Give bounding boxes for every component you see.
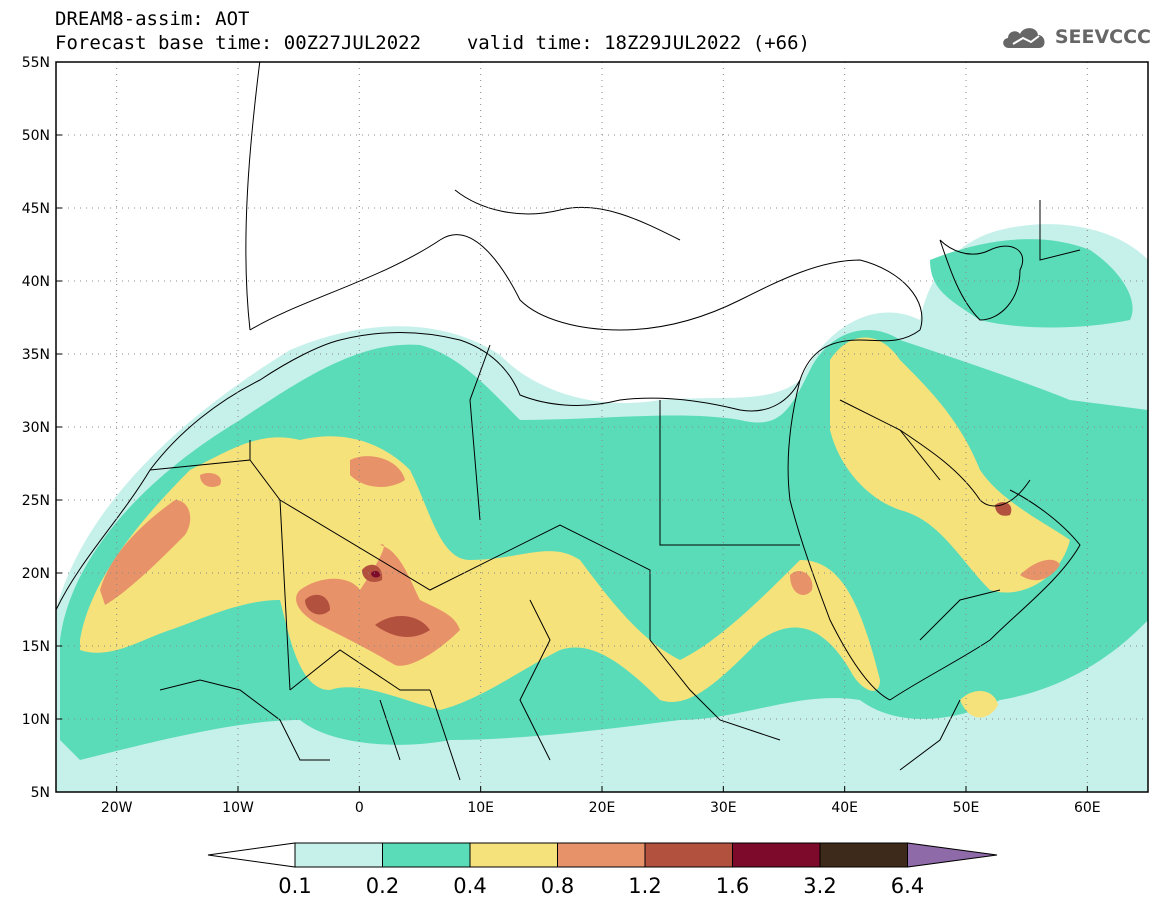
map-title: DREAM8-assim: AOT bbox=[55, 8, 250, 30]
colorbar-segment bbox=[382, 842, 471, 868]
lat-tick-label: 25N bbox=[22, 493, 50, 509]
axis-ticks: 55N 50N 45N 40N 35N 30N 25N 20N 15N 10N 5N 20W 10W 0 1… bbox=[22, 55, 1101, 816]
colorbar-segment bbox=[294, 842, 383, 868]
lon-tick-label: 60E bbox=[1074, 800, 1101, 816]
colorbar-label: 0.8 bbox=[541, 874, 574, 898]
colorbar-label: 0.4 bbox=[453, 874, 486, 898]
colorbar-label: 6.4 bbox=[891, 874, 924, 898]
colorbar: 0.1 0.2 0.4 0.8 1.2 1.6 3.2 6.4 bbox=[207, 842, 998, 898]
colorbar-label: 1.6 bbox=[716, 874, 749, 898]
lon-tick-label: 20W bbox=[101, 800, 133, 816]
lat-tick-label: 35N bbox=[22, 347, 50, 363]
lon-tick-label: 30E bbox=[710, 800, 737, 816]
lon-tick-label: 20E bbox=[589, 800, 616, 816]
colorbar-segment bbox=[644, 842, 733, 868]
colorbar-label: 0.2 bbox=[366, 874, 399, 898]
colorbar-segment bbox=[469, 842, 558, 868]
aot-field bbox=[56, 62, 1148, 792]
lon-tick-label: 0 bbox=[355, 800, 364, 816]
colorbar-segment bbox=[819, 842, 908, 868]
lat-tick-label: 45N bbox=[22, 201, 50, 217]
lat-tick-label: 5N bbox=[31, 785, 50, 801]
lat-tick-label: 55N bbox=[22, 55, 50, 71]
lat-tick-label: 30N bbox=[22, 420, 50, 436]
cloud-icon bbox=[1003, 28, 1045, 48]
valid-time-label: valid time: 18Z29JUL2022 (+66) bbox=[466, 32, 810, 54]
lon-tick-label: 10W bbox=[222, 800, 254, 816]
lat-tick-label: 20N bbox=[22, 566, 50, 582]
lat-tick-label: 10N bbox=[22, 712, 50, 728]
base-time-label: Forecast base time: 00Z27JUL2022 bbox=[55, 32, 422, 54]
seevccc-logo: SEEVCCC bbox=[999, 22, 1151, 52]
colorbar-label: 3.2 bbox=[803, 874, 836, 898]
colorbar-segment bbox=[557, 842, 646, 868]
coastlines bbox=[56, 62, 1081, 781]
colorbar-label: 1.2 bbox=[628, 874, 661, 898]
colorbar-segment bbox=[732, 842, 821, 868]
colorbar-extend-low bbox=[207, 842, 296, 868]
colorbar-label: 0.1 bbox=[278, 874, 311, 898]
lat-tick-label: 15N bbox=[22, 639, 50, 655]
lat-tick-label: 50N bbox=[22, 128, 50, 144]
lon-tick-label: 40E bbox=[831, 800, 858, 816]
colorbar-extend-high bbox=[907, 842, 998, 868]
lon-tick-label: 10E bbox=[467, 800, 494, 816]
lon-tick-label: 50E bbox=[953, 800, 980, 816]
logo-text: SEEVCCC bbox=[1054, 26, 1151, 48]
lat-tick-label: 40N bbox=[22, 274, 50, 290]
time-info: Forecast base time: 00Z27JUL2022 valid t… bbox=[55, 32, 810, 54]
